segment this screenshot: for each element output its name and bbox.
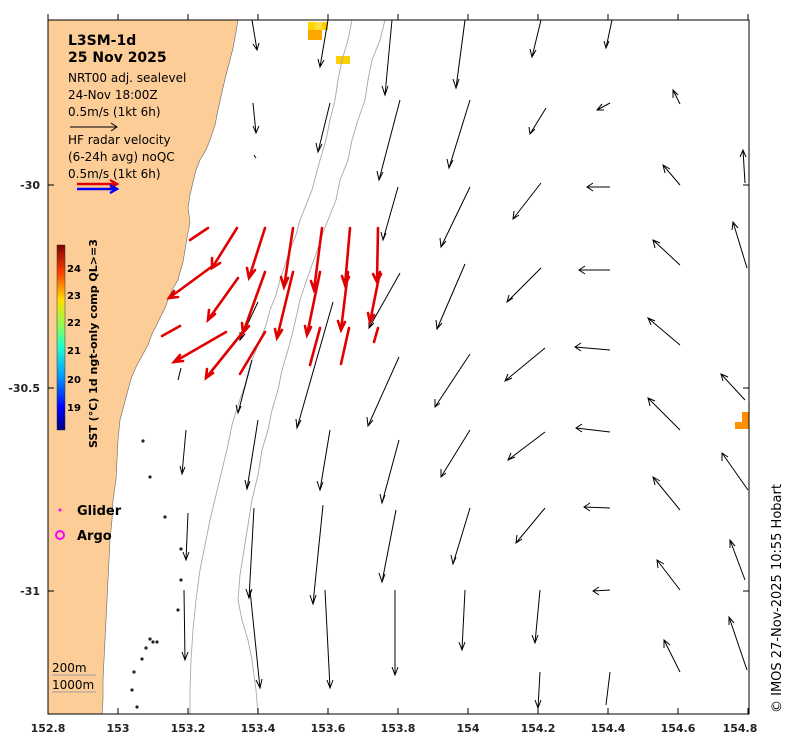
x-tick-label: 154 bbox=[457, 722, 480, 735]
credit-text: © IMOS 27-Nov-2025 10:55 Hobart bbox=[770, 484, 785, 713]
x-tick-label: 153.8 bbox=[381, 722, 416, 735]
colorbar-tick: 19 bbox=[67, 403, 81, 414]
radar-title: HF radar velocity bbox=[68, 133, 171, 147]
sealevel-time: 24-Nov 18:00Z bbox=[68, 88, 158, 102]
colorbar-tick: 22 bbox=[67, 318, 81, 329]
land bbox=[47, 19, 239, 715]
argo-label: Argo bbox=[77, 529, 112, 544]
sealevel-source: NRT00 adj. sealevel bbox=[68, 71, 186, 85]
hf-radar-arrows bbox=[160, 226, 383, 381]
colorbar-tick: 21 bbox=[67, 346, 81, 357]
argo-marker bbox=[55, 530, 65, 540]
radar-scale: 0.5m/s (1kt 6h) bbox=[68, 167, 161, 181]
product-title: L3SM-1d bbox=[68, 33, 136, 49]
date-title: 25 Nov 2025 bbox=[68, 50, 167, 66]
sealevel-scale-arrow bbox=[70, 122, 118, 132]
x-tick-label: 153 bbox=[107, 722, 130, 735]
y-tick-labels: -30 -30.5 -31 bbox=[8, 179, 40, 598]
colorbar-tick: 23 bbox=[67, 291, 81, 302]
x-tick-labels: 152.8 153 153.2 153.4 153.6 153.8 154 15… bbox=[31, 722, 758, 735]
x-tick-label: 154.6 bbox=[661, 722, 696, 735]
radar-scale-arrow-blue bbox=[77, 183, 120, 195]
sst-colorbar bbox=[56, 244, 66, 431]
sealevel-arrows bbox=[177, 19, 749, 710]
radar-subtitle: (6-24h avg) noQC bbox=[68, 150, 175, 164]
bathymetry-contours bbox=[189, 19, 386, 715]
colorbar-tick: 20 bbox=[67, 375, 81, 386]
y-tick-label: -30.5 bbox=[8, 382, 40, 395]
colorbar-label: SST (°C) 1d ngt-only comp QL>=3 bbox=[87, 239, 100, 448]
contour-1000-label: 1000m bbox=[52, 678, 94, 692]
x-tick-label: 153.6 bbox=[311, 722, 346, 735]
x-tick-label: 153.2 bbox=[171, 722, 206, 735]
y-tick-label: -31 bbox=[20, 585, 40, 598]
legend-block: L3SM-1d 25 Nov 2025 NRT00 adj. sealevel … bbox=[52, 33, 186, 693]
axis-ticks bbox=[47, 14, 749, 714]
sst-pixels bbox=[308, 22, 749, 429]
sealevel-scale: 0.5m/s (1kt 6h) bbox=[68, 105, 161, 119]
glider-label: Glider bbox=[77, 504, 122, 519]
x-tick-label: 154.8 bbox=[723, 722, 758, 735]
x-tick-label: 154.2 bbox=[521, 722, 556, 735]
y-tick-label: -30 bbox=[20, 179, 40, 192]
contour-200-label: 200m bbox=[52, 661, 87, 675]
colorbar-tick: 24 bbox=[67, 264, 81, 275]
x-tick-label: 153.4 bbox=[241, 722, 276, 735]
x-tick-label: 154.4 bbox=[591, 722, 626, 735]
x-tick-label: 152.8 bbox=[31, 722, 66, 735]
glider-marker bbox=[58, 508, 62, 512]
float-dots bbox=[130, 439, 183, 709]
